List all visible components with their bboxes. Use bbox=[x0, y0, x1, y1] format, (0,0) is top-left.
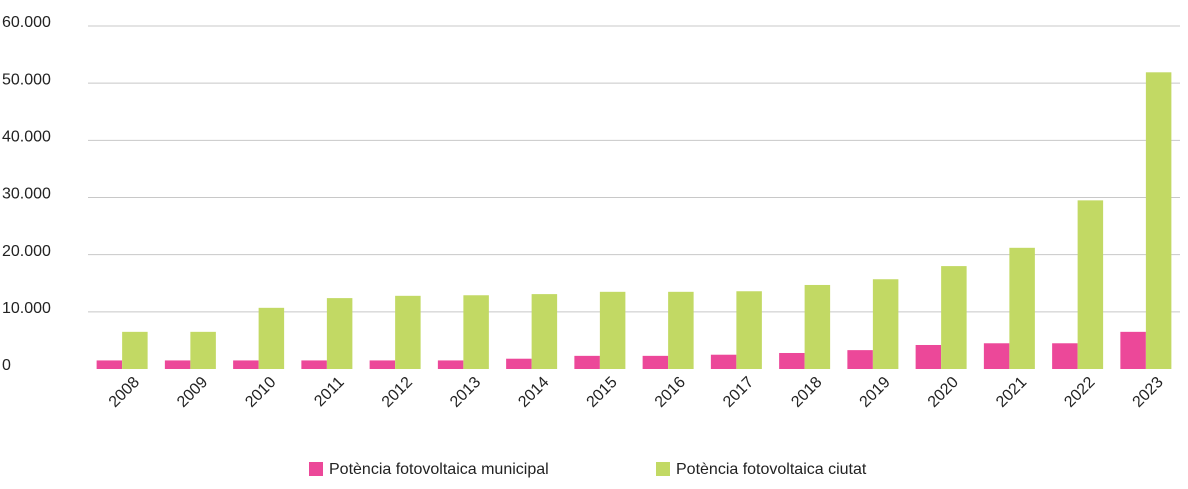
x-tick-label: 2008 bbox=[106, 374, 143, 411]
bar bbox=[1120, 331, 1146, 369]
x-tick-label: 2017 bbox=[720, 374, 757, 411]
bar bbox=[190, 331, 216, 369]
bar bbox=[599, 291, 626, 369]
bar bbox=[779, 352, 805, 369]
x-tick-label: 2010 bbox=[242, 374, 279, 411]
legend-swatch bbox=[656, 462, 670, 476]
y-tick-label: 50.000 bbox=[2, 71, 51, 88]
bar bbox=[369, 360, 396, 369]
legend-label: Potència fotovoltaica ciutat bbox=[676, 461, 867, 478]
bar bbox=[233, 360, 259, 369]
bar bbox=[506, 358, 532, 369]
x-tick-label: 2023 bbox=[1130, 374, 1167, 411]
bar bbox=[847, 350, 873, 369]
x-tick-label: 2019 bbox=[857, 374, 894, 411]
legend-label: Potència fotovoltaica municipal bbox=[329, 461, 549, 478]
y-tick-label: 0 bbox=[2, 357, 11, 374]
bar bbox=[96, 360, 123, 369]
x-tick-label: 2012 bbox=[379, 374, 416, 411]
x-tick-label: 2021 bbox=[993, 374, 1030, 411]
x-tick-label: 2015 bbox=[584, 374, 621, 411]
bar bbox=[1009, 247, 1035, 369]
bar bbox=[642, 355, 669, 369]
bar bbox=[872, 279, 899, 369]
y-tick-label: 30.000 bbox=[2, 186, 51, 203]
bar bbox=[395, 295, 421, 369]
bar bbox=[164, 360, 191, 369]
x-tick-label: 2018 bbox=[788, 374, 825, 411]
x-tick-label: 2013 bbox=[447, 374, 484, 411]
x-tick-label: 2016 bbox=[652, 374, 689, 411]
x-tick-label: 2020 bbox=[925, 374, 962, 411]
y-tick-label: 40.000 bbox=[2, 129, 51, 146]
bar bbox=[668, 291, 694, 369]
bar bbox=[258, 307, 285, 369]
bar bbox=[736, 291, 762, 369]
bar bbox=[437, 360, 464, 369]
bar bbox=[122, 331, 148, 369]
x-tick-label: 2022 bbox=[1061, 374, 1098, 411]
bar bbox=[1052, 343, 1078, 369]
bar bbox=[1077, 200, 1104, 369]
x-tick-label: 2009 bbox=[174, 374, 211, 411]
bar bbox=[983, 343, 1010, 369]
bar bbox=[531, 294, 558, 369]
bar bbox=[941, 266, 967, 369]
y-tick-label: 60.000 bbox=[2, 14, 51, 31]
bar bbox=[1145, 72, 1172, 370]
bar bbox=[326, 298, 353, 369]
bar bbox=[804, 284, 831, 369]
bar bbox=[463, 295, 489, 369]
legend-swatch bbox=[309, 462, 323, 476]
bar bbox=[915, 344, 942, 369]
y-tick-label: 10.000 bbox=[2, 300, 51, 317]
x-tick-label: 2011 bbox=[311, 374, 347, 410]
bar bbox=[574, 355, 600, 369]
bar bbox=[301, 360, 327, 369]
y-tick-label: 20.000 bbox=[2, 243, 51, 260]
x-tick-label: 2014 bbox=[515, 374, 552, 411]
bar bbox=[710, 354, 737, 369]
